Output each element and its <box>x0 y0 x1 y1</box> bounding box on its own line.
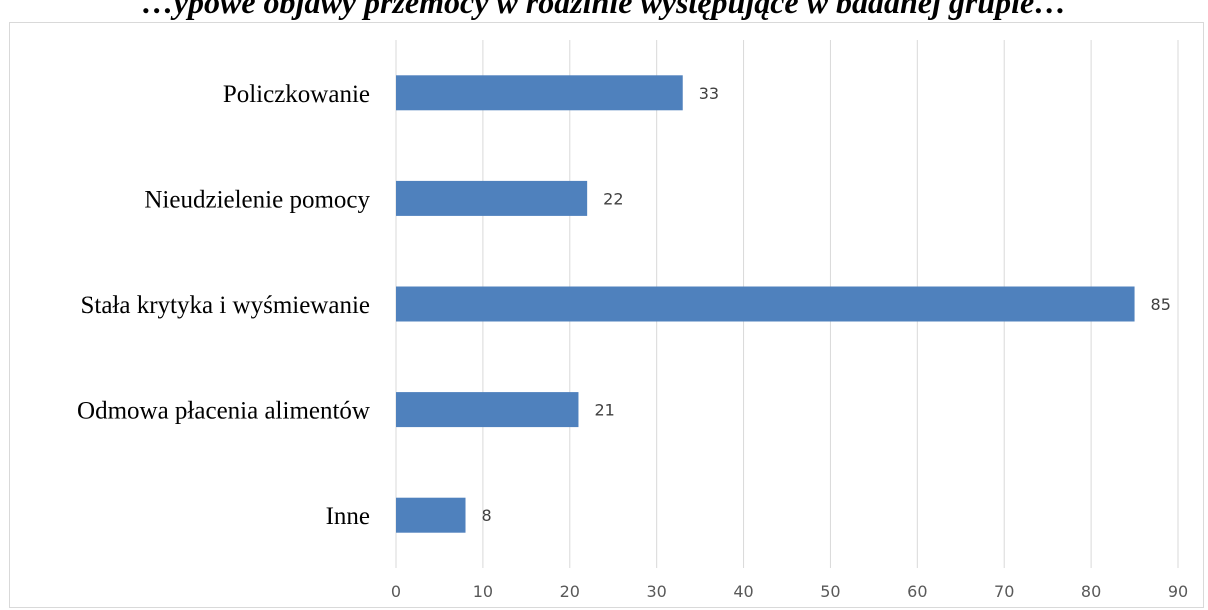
category-label-odmowa-p-acenia-aliment-w: Odmowa płacenia alimentów <box>77 398 370 425</box>
x-tick-label-20: 20 <box>560 582 580 601</box>
x-tick-label-90: 90 <box>1168 582 1188 601</box>
x-tick-label-10: 10 <box>473 582 493 601</box>
data-label-odmowa-p-acenia-aliment-w: 21 <box>594 401 614 420</box>
category-label-nieudzielenie-pomocy: Nieudzielenie pomocy <box>144 186 370 213</box>
x-tick-label-0: 0 <box>391 582 401 601</box>
data-label-policzkowanie: 33 <box>699 84 719 103</box>
x-tick-label-40: 40 <box>733 582 753 601</box>
data-label-inne: 8 <box>482 506 492 525</box>
bar-policzkowanie <box>396 75 683 110</box>
data-label-nieudzielenie-pomocy: 22 <box>603 189 623 208</box>
bar-odmowa-p-acenia-aliment-w <box>396 392 578 427</box>
x-tick-label-50: 50 <box>820 582 840 601</box>
x-tick-label-70: 70 <box>994 582 1014 601</box>
x-tick-label-80: 80 <box>1081 582 1101 601</box>
category-label-policzkowanie: Policzkowanie <box>223 81 370 108</box>
x-tick-label-30: 30 <box>646 582 666 601</box>
x-tick-label-60: 60 <box>907 582 927 601</box>
bar-sta-a-krytyka-i-wy-miewanie <box>396 287 1135 322</box>
bar-nieudzielenie-pomocy <box>396 181 587 216</box>
data-label-sta-a-krytyka-i-wy-miewanie: 85 <box>1151 295 1171 314</box>
category-label-inne: Inne <box>326 503 370 530</box>
category-label-sta-a-krytyka-i-wy-miewanie: Stała krytyka i wyśmiewanie <box>80 292 370 319</box>
bar-inne <box>396 498 466 533</box>
